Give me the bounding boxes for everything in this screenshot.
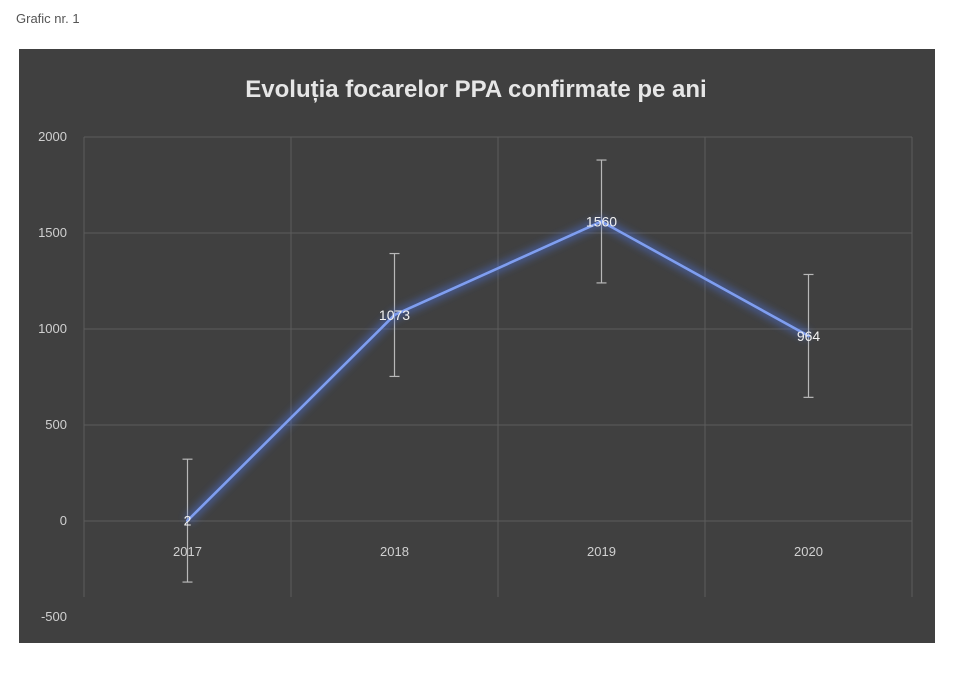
series-line: [186, 220, 810, 522]
data-label: 2: [184, 513, 192, 529]
chart-panel: [19, 49, 935, 643]
data-point: [186, 519, 189, 523]
x-tick-label: 2019: [587, 544, 616, 559]
data-point: [393, 313, 396, 317]
data-point: [807, 334, 810, 338]
data-label: 1073: [379, 307, 410, 323]
x-tick-label: 2020: [794, 544, 823, 559]
figure-caption: Grafic nr. 1: [16, 11, 80, 26]
y-tick-label: 2000: [38, 129, 67, 144]
y-tick-label: 1000: [38, 321, 67, 336]
y-tick-label: -500: [41, 609, 67, 624]
chart-title: Evoluția focarelor PPA confirmate pe ani: [245, 76, 706, 103]
data-label: 1560: [586, 213, 617, 229]
data-label: 964: [797, 328, 821, 344]
data-point: [600, 219, 603, 223]
y-tick-label: 1500: [38, 225, 67, 240]
y-tick-label: 0: [60, 513, 67, 528]
y-tick-label: 500: [45, 417, 67, 432]
x-tick-label: 2018: [380, 544, 409, 559]
